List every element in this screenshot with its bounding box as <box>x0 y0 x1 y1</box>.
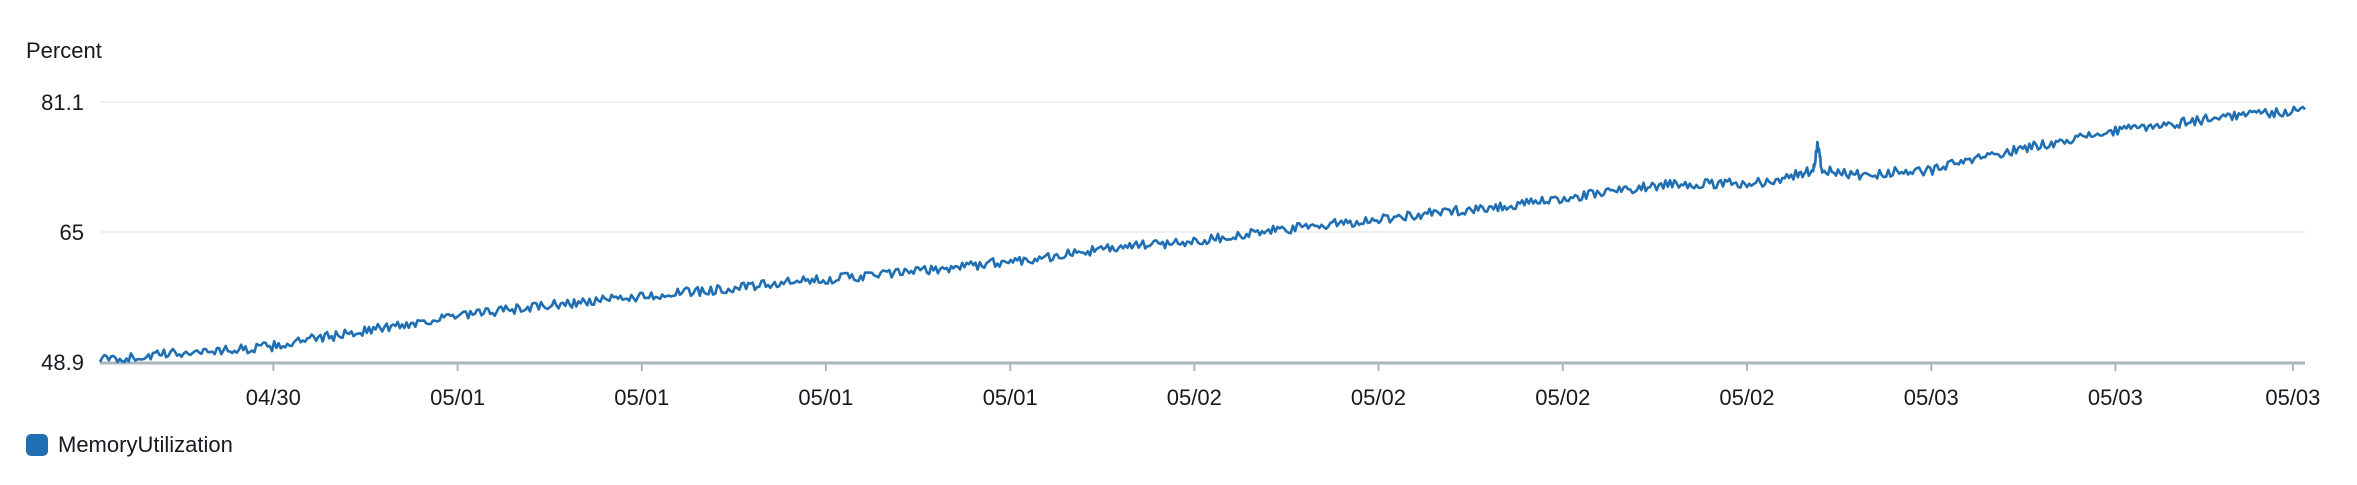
x-tick-label: 05/01 <box>983 385 1038 410</box>
x-tick-label: 05/03 <box>2088 385 2143 410</box>
x-tick-label: 05/01 <box>614 385 669 410</box>
x-tick-label: 05/03 <box>1904 385 1959 410</box>
x-tick-label: 04/30 <box>246 385 301 410</box>
legend[interactable]: MemoryUtilization <box>26 432 233 458</box>
x-tick-label: 05/02 <box>1167 385 1222 410</box>
x-axis: 04/30 05/01 05/01 05/01 05/01 05/02 05/02 05/02… <box>100 361 2320 410</box>
x-tick-label: 05/02 <box>1351 385 1406 410</box>
legend-swatch-memory-utilization <box>26 434 48 456</box>
x-tick-label: 05/02 <box>1535 385 1590 410</box>
x-tick-label: 05/01 <box>798 385 853 410</box>
y-axis-label: Percent <box>26 38 102 63</box>
gridlines <box>100 101 2305 233</box>
legend-label-memory-utilization: MemoryUtilization <box>58 432 233 457</box>
y-tick-label: 65 <box>60 220 84 245</box>
x-tick-label: 05/01 <box>430 385 485 410</box>
y-tick-label: 81.1 <box>41 90 84 115</box>
y-tick-label: 48.9 <box>41 350 84 375</box>
x-tick-label: 05/02 <box>1719 385 1774 410</box>
x-tick-label: 05/03 <box>2265 385 2320 410</box>
series-line-memory-utilization[interactable] <box>98 105 2306 364</box>
series-layer <box>98 105 2306 364</box>
y-axis-ticks: 48.9 65 81.1 <box>41 90 84 375</box>
